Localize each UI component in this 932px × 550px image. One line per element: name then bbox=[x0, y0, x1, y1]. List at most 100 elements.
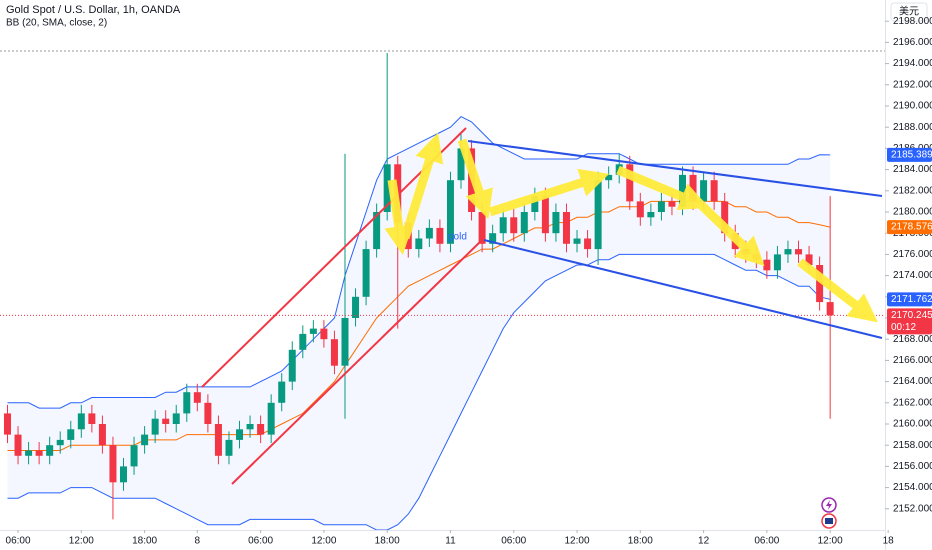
x-tick-label: 12:00 bbox=[311, 536, 336, 547]
candle-body bbox=[172, 413, 180, 424]
candle-body bbox=[130, 445, 138, 467]
y-tick-label: 2168.000 bbox=[893, 334, 932, 345]
candle-body bbox=[341, 318, 349, 366]
x-tick-label: 06:00 bbox=[6, 536, 31, 547]
candle-body bbox=[647, 212, 655, 218]
flag-icon-glyph bbox=[825, 518, 833, 524]
candle-body bbox=[541, 196, 549, 234]
candle-body bbox=[3, 413, 11, 435]
price-tag bbox=[887, 220, 932, 235]
candle-body bbox=[499, 217, 507, 234]
candle-body bbox=[288, 349, 296, 382]
y-tick-label: 2162.000 bbox=[893, 397, 932, 408]
y-tick-label: 2194.000 bbox=[893, 58, 932, 69]
y-tick-label: 2180.000 bbox=[893, 207, 932, 218]
candle-body bbox=[784, 249, 792, 255]
candle-body bbox=[193, 392, 201, 403]
band-fill bbox=[7, 116, 831, 530]
arrow bbox=[797, 258, 878, 323]
candle-body bbox=[436, 227, 444, 244]
candle-body bbox=[626, 164, 634, 202]
candle-body bbox=[657, 201, 665, 212]
candle-body bbox=[214, 424, 222, 456]
x-tick-label: 12:00 bbox=[818, 536, 843, 547]
annotation: gold bbox=[448, 232, 467, 243]
currency[interactable]: 美元 bbox=[899, 5, 919, 18]
candle-body bbox=[77, 413, 85, 430]
candle-body bbox=[605, 174, 613, 181]
candle-body bbox=[752, 254, 760, 260]
candle-body bbox=[246, 424, 254, 430]
candle-body bbox=[141, 434, 149, 446]
y-tick-label: 2190.000 bbox=[893, 101, 932, 112]
candle-body bbox=[120, 466, 128, 483]
candle-body bbox=[278, 381, 286, 403]
candle-body bbox=[162, 418, 170, 424]
candle-body bbox=[489, 233, 497, 244]
candle-body bbox=[373, 212, 381, 250]
price-tag bbox=[887, 308, 932, 335]
candle-body bbox=[520, 212, 528, 234]
x-tick-label: 12 bbox=[698, 536, 710, 547]
candle-body bbox=[109, 445, 117, 483]
y-tick-label: 2188.000 bbox=[893, 122, 932, 133]
candle-body bbox=[352, 296, 360, 318]
candle-body bbox=[763, 259, 771, 271]
countdown: 00:12 bbox=[891, 322, 916, 333]
arrow bbox=[457, 138, 493, 220]
drawings bbox=[201, 127, 883, 485]
x-tick-label: 18:00 bbox=[628, 536, 653, 547]
candle-body bbox=[773, 254, 781, 271]
candle-body bbox=[151, 418, 159, 435]
arrow bbox=[384, 179, 414, 255]
x-tick-label: 06:00 bbox=[754, 536, 779, 547]
candle-body bbox=[362, 249, 370, 297]
candle-body bbox=[46, 445, 54, 456]
y-tick-label: 2192.000 bbox=[893, 79, 932, 90]
y-tick-label: 2196.000 bbox=[893, 37, 932, 48]
candle-body bbox=[25, 450, 33, 456]
candle-body bbox=[636, 201, 644, 218]
candle-body bbox=[383, 164, 391, 212]
candle-body bbox=[257, 424, 265, 435]
candle-body bbox=[795, 249, 803, 255]
x-tick-label: 11 bbox=[445, 536, 456, 547]
x-tick-label: 8 bbox=[195, 536, 201, 547]
arrow bbox=[692, 196, 765, 266]
candle-body bbox=[88, 413, 96, 424]
y-tick-label: 2154.000 bbox=[893, 482, 932, 493]
candle-body bbox=[700, 180, 708, 202]
candle-body bbox=[415, 238, 423, 250]
currency-button[interactable] bbox=[890, 2, 928, 22]
candle-body bbox=[510, 217, 518, 234]
event-icon-glyph bbox=[826, 500, 832, 510]
x-tick-label: 12:00 bbox=[69, 536, 94, 547]
y-tick-label: 2166.000 bbox=[893, 355, 932, 366]
candle-body bbox=[225, 439, 233, 456]
y-tick-label: 2152.000 bbox=[893, 503, 932, 514]
candle-body bbox=[330, 339, 338, 366]
y-tick-label: 2156.000 bbox=[893, 461, 932, 472]
candle-body bbox=[721, 201, 729, 234]
x-tick-label: 06:00 bbox=[501, 536, 526, 547]
candle-body bbox=[552, 212, 560, 234]
candle-body bbox=[236, 429, 244, 440]
candle-body bbox=[594, 180, 602, 250]
y-tick-label: 2176.000 bbox=[893, 249, 932, 260]
candle-body bbox=[425, 227, 433, 239]
candle-body bbox=[584, 238, 592, 250]
x-tick-label: 18:00 bbox=[132, 536, 157, 547]
arrow bbox=[616, 165, 709, 210]
candle-body bbox=[710, 180, 718, 202]
candle-body bbox=[805, 254, 813, 265]
candle-body bbox=[457, 148, 465, 181]
y-tick-label: 2182.000 bbox=[893, 185, 932, 196]
candle-body bbox=[826, 302, 834, 316]
price-tag-label: 2170.245 bbox=[891, 310, 932, 321]
candle-body bbox=[478, 212, 486, 244]
price-tag-label: 2185.389 bbox=[891, 150, 932, 161]
chart-title: Gold Spot / U.S. Dollar, 1h, OANDA bbox=[6, 4, 181, 16]
trend-line bbox=[467, 140, 883, 197]
